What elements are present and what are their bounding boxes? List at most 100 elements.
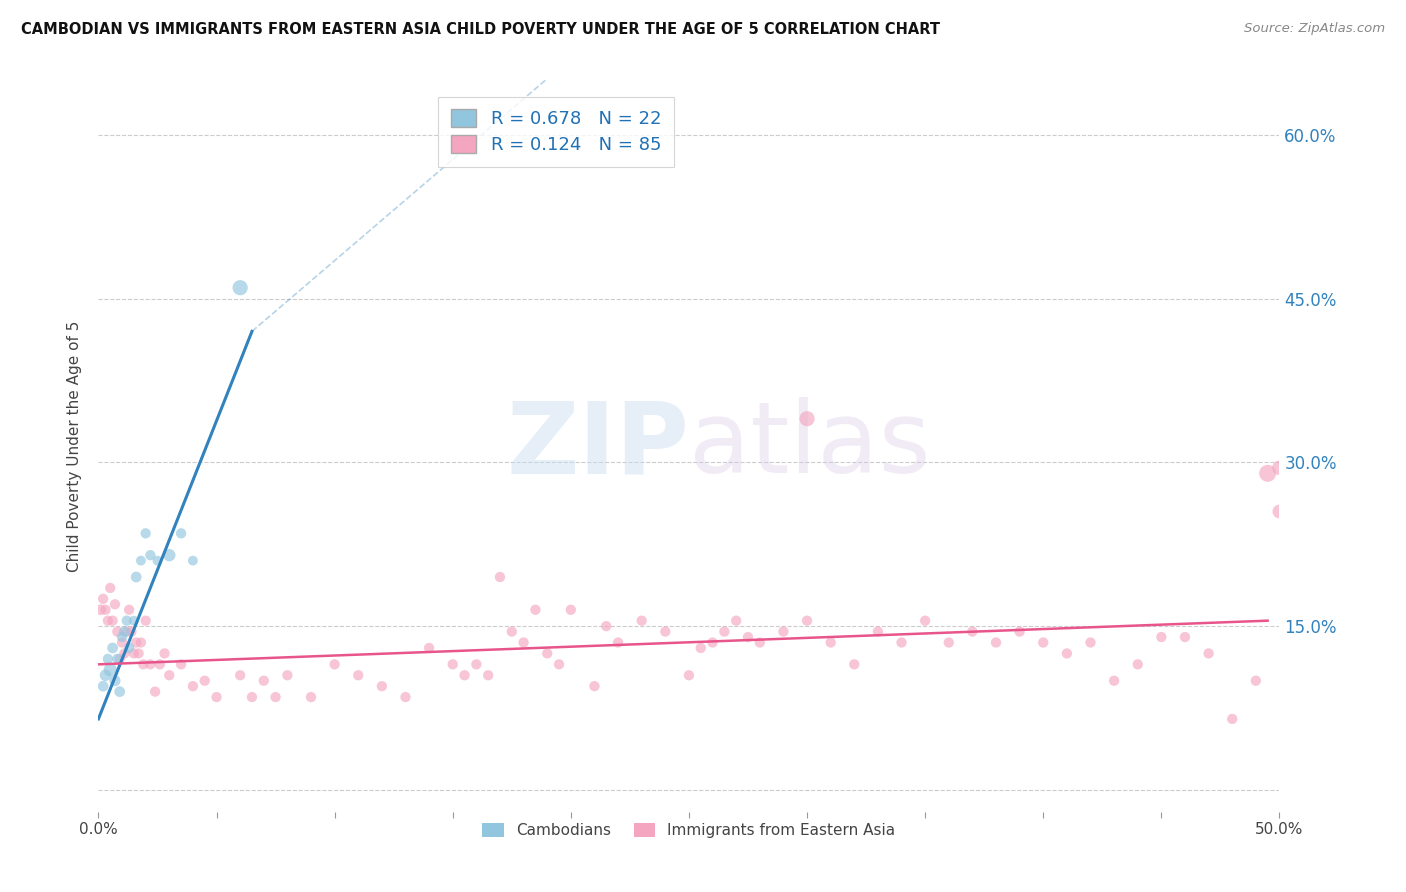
Point bbox=[1174, 630, 1197, 644]
Point bbox=[299, 690, 322, 704]
Point bbox=[129, 554, 152, 568]
Point bbox=[125, 635, 148, 649]
Point bbox=[128, 647, 150, 661]
Point bbox=[112, 624, 135, 639]
Point bbox=[111, 635, 134, 649]
Point bbox=[536, 647, 558, 661]
Point bbox=[914, 614, 936, 628]
Point bbox=[115, 614, 138, 628]
Point bbox=[139, 548, 162, 562]
Point bbox=[1056, 647, 1078, 661]
Point bbox=[1032, 635, 1054, 649]
Point bbox=[984, 635, 1007, 649]
Point bbox=[371, 679, 394, 693]
Point bbox=[181, 679, 204, 693]
Point bbox=[108, 652, 131, 666]
Point bbox=[118, 603, 141, 617]
Point bbox=[678, 668, 700, 682]
Point bbox=[418, 640, 440, 655]
Point bbox=[796, 411, 818, 425]
Point bbox=[938, 635, 960, 649]
Point bbox=[90, 603, 112, 617]
Point bbox=[98, 663, 121, 677]
Point bbox=[441, 657, 464, 672]
Point bbox=[702, 635, 724, 649]
Point bbox=[465, 657, 488, 672]
Point bbox=[501, 624, 523, 639]
Point bbox=[105, 652, 128, 666]
Point bbox=[181, 554, 204, 568]
Point bbox=[104, 673, 127, 688]
Point bbox=[323, 657, 346, 672]
Point bbox=[607, 635, 630, 649]
Point bbox=[108, 684, 131, 698]
Point bbox=[105, 624, 128, 639]
Point bbox=[748, 635, 770, 649]
Point bbox=[125, 570, 148, 584]
Point bbox=[153, 647, 176, 661]
Point bbox=[205, 690, 228, 704]
Point bbox=[394, 690, 416, 704]
Text: Source: ZipAtlas.com: Source: ZipAtlas.com bbox=[1244, 22, 1385, 36]
Point bbox=[122, 647, 145, 661]
Point bbox=[149, 657, 172, 672]
Point bbox=[583, 679, 606, 693]
Point bbox=[118, 640, 141, 655]
Point bbox=[713, 624, 735, 639]
Point bbox=[229, 281, 252, 295]
Point bbox=[194, 673, 217, 688]
Point bbox=[122, 614, 145, 628]
Point bbox=[276, 668, 298, 682]
Point bbox=[737, 630, 759, 644]
Point bbox=[689, 640, 711, 655]
Point bbox=[1244, 673, 1267, 688]
Point bbox=[548, 657, 571, 672]
Point bbox=[654, 624, 676, 639]
Point bbox=[97, 614, 120, 628]
Point bbox=[170, 526, 193, 541]
Point bbox=[135, 526, 157, 541]
Point bbox=[129, 635, 152, 649]
Point bbox=[477, 668, 499, 682]
Point bbox=[630, 614, 652, 628]
Point bbox=[1080, 635, 1102, 649]
Point bbox=[94, 603, 117, 617]
Point bbox=[820, 635, 842, 649]
Point bbox=[157, 668, 180, 682]
Point bbox=[453, 668, 475, 682]
Point bbox=[121, 624, 143, 639]
Legend: Cambodians, Immigrants from Eastern Asia: Cambodians, Immigrants from Eastern Asia bbox=[477, 816, 901, 845]
Point bbox=[489, 570, 512, 584]
Point bbox=[111, 630, 134, 644]
Point bbox=[1126, 657, 1149, 672]
Point bbox=[143, 684, 166, 698]
Point bbox=[97, 652, 120, 666]
Point bbox=[1257, 467, 1279, 481]
Point bbox=[240, 690, 263, 704]
Point bbox=[1008, 624, 1031, 639]
Point bbox=[1268, 460, 1291, 475]
Point bbox=[253, 673, 276, 688]
Text: atlas: atlas bbox=[689, 398, 931, 494]
Point bbox=[1220, 712, 1243, 726]
Text: ZIP: ZIP bbox=[506, 398, 689, 494]
Point bbox=[844, 657, 866, 672]
Point bbox=[512, 635, 534, 649]
Point bbox=[146, 554, 169, 568]
Point bbox=[1198, 647, 1220, 661]
Point bbox=[98, 581, 121, 595]
Point bbox=[101, 640, 124, 655]
Point bbox=[962, 624, 984, 639]
Point bbox=[595, 619, 617, 633]
Point bbox=[157, 548, 180, 562]
Text: CAMBODIAN VS IMMIGRANTS FROM EASTERN ASIA CHILD POVERTY UNDER THE AGE OF 5 CORRE: CAMBODIAN VS IMMIGRANTS FROM EASTERN ASI… bbox=[21, 22, 941, 37]
Point bbox=[890, 635, 912, 649]
Point bbox=[104, 597, 127, 611]
Point bbox=[560, 603, 582, 617]
Point bbox=[94, 668, 117, 682]
Point bbox=[229, 668, 252, 682]
Point bbox=[101, 614, 124, 628]
Point bbox=[115, 624, 138, 639]
Point bbox=[170, 657, 193, 672]
Point bbox=[91, 591, 114, 606]
